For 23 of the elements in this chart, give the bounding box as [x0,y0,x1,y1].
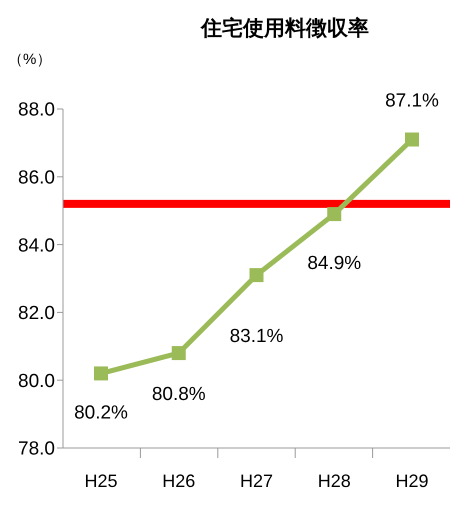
x-tick-label: H28 [318,470,351,491]
point [94,366,108,380]
y-tick-label: 84.0 [18,235,55,256]
x-tick-label: H26 [162,470,196,491]
point [172,346,186,360]
y-axis-title: （%） [8,50,52,69]
chart-title: 住宅使用料徴収率 [199,16,370,42]
point [250,268,264,282]
y-tick-label: 88.0 [18,100,55,121]
x-tick-label: H25 [84,470,118,491]
data-label: 80.8% [152,384,206,406]
point [327,207,342,222]
data-label: 84.9% [307,253,362,274]
y-tick-label: 86.0 [18,168,55,189]
y-tick-label: 80.0 [18,370,55,392]
y-tick-label: 78.0 [18,438,55,460]
x-tick-label: H27 [240,470,274,491]
y-tick-label: 82.0 [18,303,55,324]
data-label: 80.2% [74,402,128,424]
data-label: 83.1% [230,326,284,348]
x-tick-label: H29 [395,470,429,491]
point [405,132,419,147]
data-label: 87.1% [385,90,440,112]
